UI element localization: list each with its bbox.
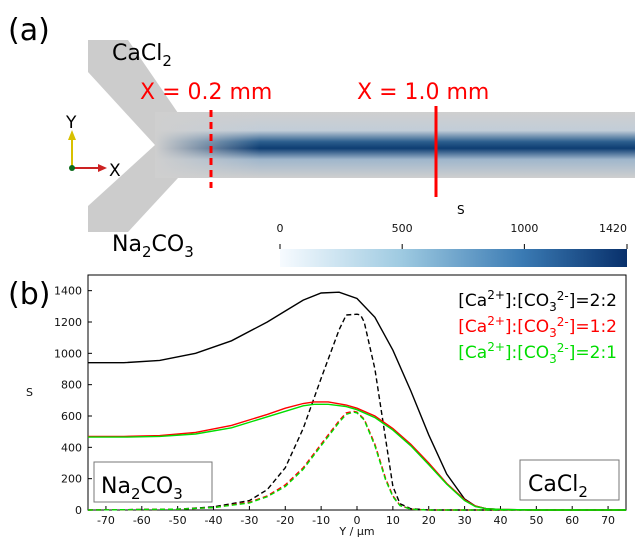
colorbar-ticks: 0 500 1000 1420 xyxy=(277,222,628,249)
colorbar-tick-label: 1000 xyxy=(510,222,538,235)
colorbar-tick-label: 1420 xyxy=(599,222,627,235)
legend: [Ca2+]:[CO32-]=2:2[Ca2+]:[CO32-]=1:2[Ca2… xyxy=(458,288,617,366)
x-tick-label: -70 xyxy=(97,514,115,527)
label-box-left-text: Na2CO3 xyxy=(101,474,183,503)
series-line-5 xyxy=(87,411,626,511)
origin-dot xyxy=(69,165,75,171)
x-tick-label: 20 xyxy=(422,514,436,527)
panel-a: (a) CaCl2 Na2CO3 X = 0.2 mm X = 1.0 mm Y… xyxy=(8,13,635,267)
panel-b: (b) -70 -60 -50 -40 -30 -20 -10 0 10 20 30 40 50 60 70… xyxy=(8,274,627,538)
panel-b-label: (b) xyxy=(8,277,50,312)
x-tick-label: -20 xyxy=(276,514,294,527)
y-tick-label: 800 xyxy=(61,379,82,392)
y-tick-label: 0 xyxy=(75,504,82,517)
x-tick-label: 0 xyxy=(354,514,361,527)
x-tick-label: 70 xyxy=(601,514,615,527)
label-box-left xyxy=(93,461,213,503)
x-tick-label: 10 xyxy=(386,514,400,527)
channel-fade xyxy=(155,112,455,178)
inlet-top-label: CaCl2 xyxy=(112,41,172,70)
inlet-bottom-label: Na2CO3 xyxy=(112,232,194,261)
y-tick-label: 600 xyxy=(61,410,82,423)
x-tick-label: 40 xyxy=(493,514,507,527)
y-tick-label: 200 xyxy=(61,473,82,486)
series-line-1 xyxy=(87,313,626,511)
y-axis-title: S xyxy=(26,386,33,399)
marker-label-2: X = 1.0 mm xyxy=(357,80,489,105)
x-tick-label: -30 xyxy=(240,514,258,527)
colorbar xyxy=(280,249,627,267)
x-tick-label: -50 xyxy=(169,514,187,527)
x-tick-label: -40 xyxy=(205,514,223,527)
y-tick-label: 1200 xyxy=(54,316,82,329)
label-box-right xyxy=(519,459,620,501)
y-axis-label: Y xyxy=(65,113,77,133)
colorbar-title: S xyxy=(457,203,465,217)
y-tick-label: 1000 xyxy=(54,347,82,360)
marker-label-1: X = 0.2 mm xyxy=(140,80,272,105)
panel-a-label: (a) xyxy=(8,13,50,48)
x-tick-label: 60 xyxy=(565,514,579,527)
series-line-4 xyxy=(88,403,626,511)
legend-entry: [Ca2+]:[CO32-]=1:2 xyxy=(458,314,617,340)
legend-entry: [Ca2+]:[CO32-]=2:2 xyxy=(458,288,617,314)
x-axis-label: X xyxy=(109,161,121,181)
label-box-right-text: CaCl2 xyxy=(528,472,588,501)
x-arrow-head xyxy=(98,164,107,172)
x-axis-title: Y / µm xyxy=(338,525,374,538)
colorbar-tick-label: 500 xyxy=(392,222,413,235)
x-tick-label: -10 xyxy=(312,514,330,527)
y-tick-label: 1400 xyxy=(54,285,82,298)
x-tick-label: 50 xyxy=(529,514,543,527)
colorbar-tick-label: 0 xyxy=(277,222,284,235)
x-tick-label: 30 xyxy=(458,514,472,527)
plot-series xyxy=(87,291,626,511)
y-arrow-head xyxy=(68,130,76,140)
legend-entry: [Ca2+]:[CO32-]=2:1 xyxy=(458,340,617,366)
x-tick-label: -60 xyxy=(133,514,151,527)
y-tick-label: 400 xyxy=(61,441,82,454)
plot-axes: -70 -60 -50 -40 -30 -20 -10 0 10 20 30 40 50 60 70 0 200… xyxy=(54,285,615,527)
